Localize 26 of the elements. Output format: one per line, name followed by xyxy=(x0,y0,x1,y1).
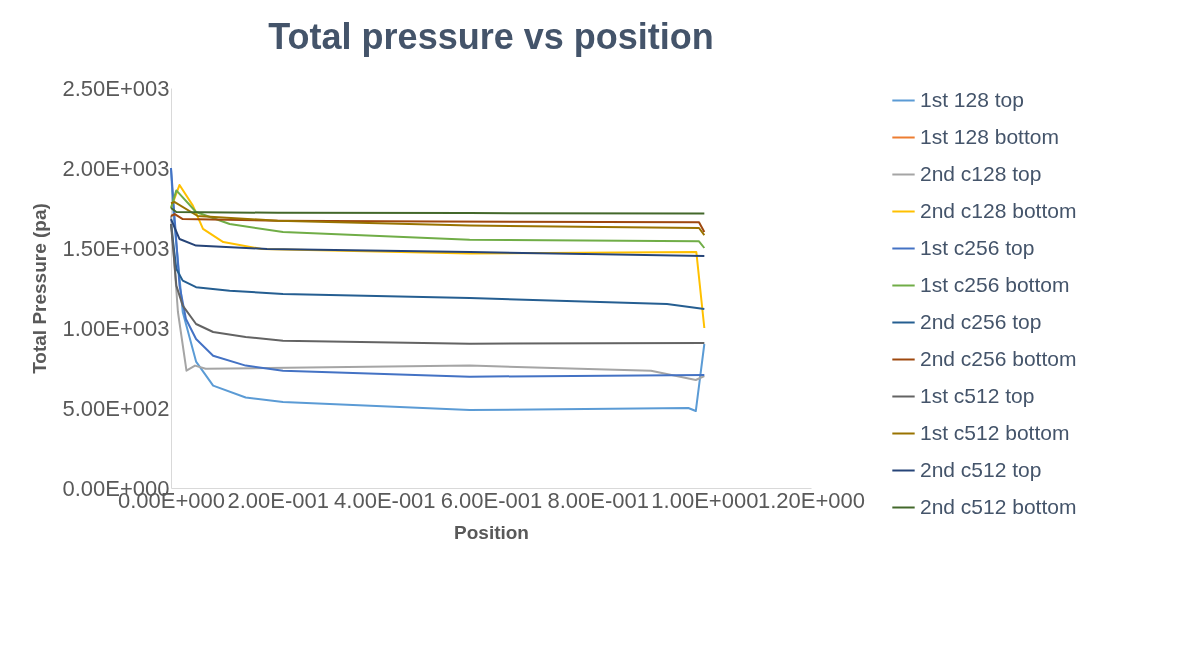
y-axis-title: Total Pressure (pa) xyxy=(29,203,51,374)
legend-label: 1st c256 bottom xyxy=(920,272,1070,296)
y-tick-label: 1.00E+003 xyxy=(62,315,170,341)
x-tick-label: 8.00E-001 xyxy=(547,487,649,513)
legend-label: 1st 128 top xyxy=(920,87,1024,111)
legend-label: 1st c512 bottom xyxy=(920,420,1070,444)
x-tick-label: 2.00E-001 xyxy=(227,487,329,513)
chart-title: Total pressure vs position xyxy=(268,16,714,57)
y-tick-label: 2.00E+003 xyxy=(62,155,170,181)
legend-label: 1st c256 top xyxy=(920,235,1035,259)
x-tick-label: 1.20E+000 xyxy=(757,487,866,513)
legend-label: 2nd c256 bottom xyxy=(920,346,1077,370)
y-tick-label: 1.50E+003 xyxy=(62,235,170,261)
y-tick-label: 2.50E+003 xyxy=(62,75,170,101)
legend-label: 1st c512 top xyxy=(920,383,1035,407)
x-tick-label: 4.00E-001 xyxy=(334,487,436,513)
y-tick-label: 5.00E+002 xyxy=(62,395,170,421)
legend-label: 2nd c256 top xyxy=(920,309,1042,333)
x-axis-title: Position xyxy=(454,521,529,543)
x-tick-label: 1.00E+000 xyxy=(651,487,759,513)
legend-label: 2nd c512 bottom xyxy=(920,494,1077,518)
x-tick-label: 6.00E-001 xyxy=(440,487,543,513)
legend-label: 2nd c128 top xyxy=(920,161,1042,185)
legend-label: 2nd c512 top xyxy=(920,457,1042,481)
legend-label: 2nd c128 bottom xyxy=(920,198,1077,222)
legend-label: 1st 128 bottom xyxy=(920,124,1059,148)
